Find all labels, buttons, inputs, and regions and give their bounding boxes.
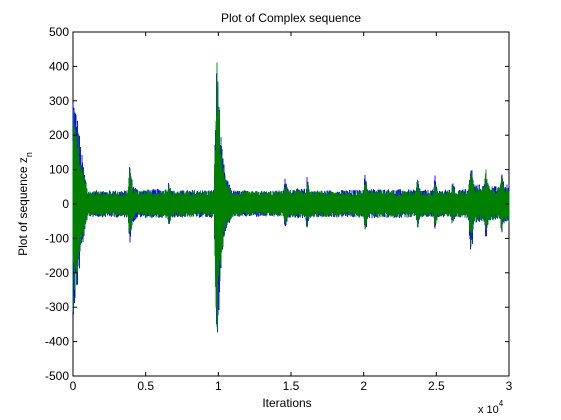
- y-axis-label-subscript: n: [24, 152, 34, 157]
- y-axis-label: Plot of sequence zn: [16, 152, 34, 256]
- x-tick-label: 2: [360, 379, 367, 393]
- plot-area: [72, 31, 510, 377]
- ticks-layer: [72, 31, 510, 377]
- y-tick-label: 500: [49, 25, 69, 39]
- x-axis-exponent-base: x 10: [478, 404, 499, 416]
- x-tick-label: 2.5: [428, 379, 445, 393]
- x-axis-label: Iterations: [262, 396, 311, 410]
- x-tick-label: 1: [215, 379, 222, 393]
- series-layer: [72, 62, 510, 333]
- y-tick-label: -100: [45, 231, 69, 245]
- series-2-line: [72, 62, 510, 328]
- x-tick-label: 0: [70, 379, 77, 393]
- x-tick-label: 0.5: [137, 379, 154, 393]
- y-tick-label: 400: [49, 59, 69, 73]
- y-tick-label: 0: [62, 197, 69, 211]
- y-tick-label: -500: [45, 369, 69, 383]
- x-tick-label: 3: [506, 379, 513, 393]
- y-axis-label-main: Plot of sequence z: [16, 157, 30, 256]
- y-tick-label: 300: [49, 94, 69, 108]
- y-tick-label: -200: [45, 266, 69, 280]
- chart-title: Plot of Complex sequence: [221, 11, 361, 25]
- y-tick-label: 200: [49, 128, 69, 142]
- x-tick-label: 1.5: [283, 379, 300, 393]
- y-tick-label: -300: [45, 300, 69, 314]
- y-tick-label: -400: [45, 335, 69, 349]
- tick-labels-layer: 0 0.5 1 1.5 2 2.5 3 500 400 300 200 100 0 -100 -200 -30…: [45, 25, 513, 393]
- x-axis-exponent: x 104: [478, 399, 504, 416]
- y-tick-label: 100: [49, 163, 69, 177]
- x-axis-exponent-power: 4: [499, 399, 504, 408]
